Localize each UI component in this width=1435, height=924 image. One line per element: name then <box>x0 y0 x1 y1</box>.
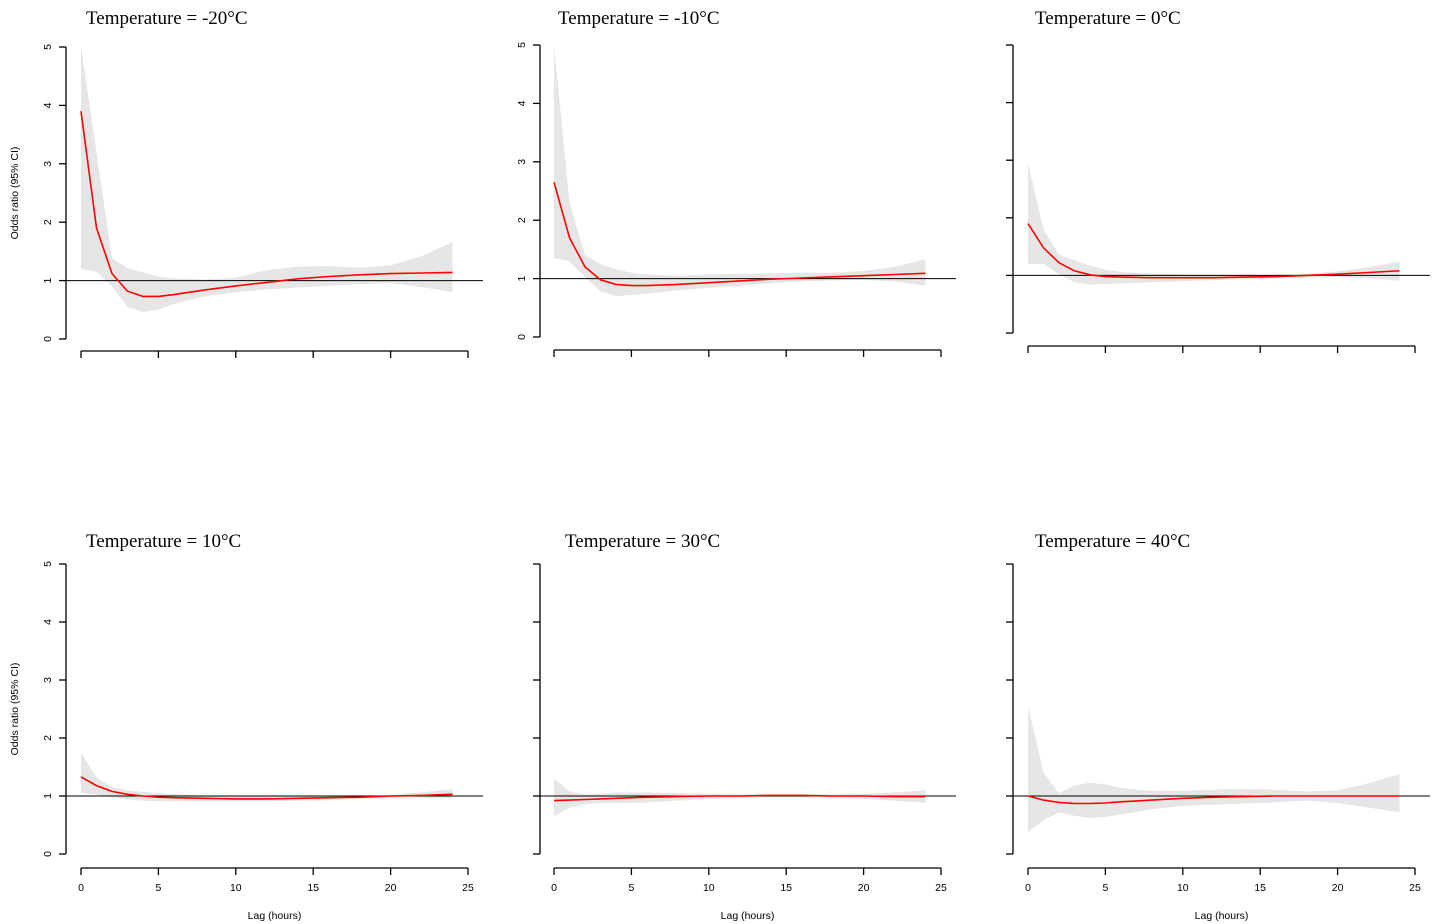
x-tick-label: 0 <box>551 882 557 894</box>
x-tick-label: 0 <box>1025 882 1031 894</box>
odds-ratio-line <box>1027 223 1400 279</box>
y-tick-label: 3 <box>42 677 54 683</box>
y-tick-label: 2 <box>42 735 54 741</box>
confidence-band <box>81 47 453 313</box>
panel-title: Temperature = 10°C <box>86 531 241 552</box>
confidence-band <box>1028 163 1400 285</box>
y-tick-label: 4 <box>42 102 54 108</box>
x-tick-label: 15 <box>780 882 792 894</box>
x-tick-label: 0 <box>78 882 84 894</box>
x-tick-label: 5 <box>155 882 161 894</box>
x-tick-label: 10 <box>230 882 242 894</box>
panel-temp-minus-20: 0 1 2 3 4 5 Odds ratio (95% CI) Temperature = -… <box>9 8 483 358</box>
y-tick-label: 2 <box>42 219 54 225</box>
y-tick-label: 1 <box>42 793 54 799</box>
x-tick-label: 20 <box>858 882 870 894</box>
x-tick-label: 25 <box>935 882 947 894</box>
panel-temp-40: 0 5 10 15 20 25 Lag (hours) Temperature = 40°C <box>1006 531 1430 922</box>
x-tick-label: 15 <box>307 882 319 894</box>
panel-temp-10: 0 1 2 3 4 5 0 5 10 15 20 25 Lag (hours) Odds ratio (9… <box>9 531 483 922</box>
x-axis-title: Lag (hours) <box>721 910 775 922</box>
odds-ratio-line <box>80 111 453 298</box>
panel-title: Temperature = -10°C <box>558 8 720 29</box>
y-tick-label: 0 <box>42 336 54 342</box>
confidence-band <box>1028 706 1400 832</box>
x-tick-label: 5 <box>1102 882 1108 894</box>
confidence-band <box>554 45 926 297</box>
panel-temp-30: 0 5 10 15 20 25 Lag (hours) Temperature = 30°C <box>533 531 956 922</box>
y-axis-title: Odds ratio (95% CI) <box>9 663 21 756</box>
y-tick-label: 3 <box>516 159 528 165</box>
x-tick-label: 20 <box>385 882 397 894</box>
x-tick-label: 10 <box>703 882 715 894</box>
y-tick-label: 3 <box>42 161 54 167</box>
y-tick-label: 4 <box>42 619 54 625</box>
panel-title: Temperature = 0°C <box>1035 8 1181 29</box>
confidence-band <box>554 778 926 817</box>
x-tick-label: 15 <box>1254 882 1266 894</box>
panel-title: Temperature = 40°C <box>1035 531 1190 552</box>
odds-ratio-line <box>553 794 926 802</box>
y-tick-label: 0 <box>42 851 54 857</box>
y-tick-label: 5 <box>516 42 528 48</box>
x-tick-label: 25 <box>1409 882 1421 894</box>
x-tick-label: 10 <box>1177 882 1189 894</box>
y-axis-title: Odds ratio (95% CI) <box>9 147 21 240</box>
x-tick-label: 25 <box>462 882 474 894</box>
y-tick-label: 5 <box>42 561 54 567</box>
panel-title: Temperature = -20°C <box>86 8 248 29</box>
y-tick-label: 0 <box>516 334 528 340</box>
x-axis-title: Lag (hours) <box>248 910 302 922</box>
y-tick-label: 5 <box>42 44 54 50</box>
confidence-band <box>81 752 453 802</box>
y-tick-label: 1 <box>42 278 54 284</box>
y-tick-label: 1 <box>516 276 528 282</box>
y-tick-label: 4 <box>516 100 528 106</box>
x-axis-title: Lag (hours) <box>1195 910 1249 922</box>
panel-title: Temperature = 30°C <box>565 531 720 552</box>
x-tick-label: 20 <box>1332 882 1344 894</box>
odds-ratio-line <box>553 181 926 287</box>
panel-temp-minus-10: 0 1 2 3 4 5 Temperature = -10°C <box>516 8 956 357</box>
panel-temp-0: Temperature = 0°C <box>1006 8 1430 353</box>
x-tick-label: 5 <box>628 882 634 894</box>
y-tick-label: 2 <box>516 217 528 223</box>
odds-ratio-line <box>1027 795 1400 805</box>
odds-ratio-line <box>80 776 453 800</box>
